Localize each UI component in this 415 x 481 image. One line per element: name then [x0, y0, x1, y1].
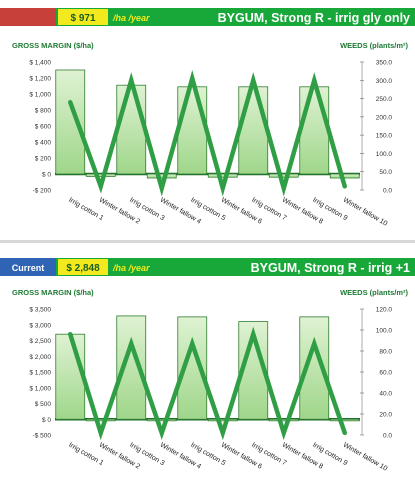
right-tick-label: 300.0 [376, 78, 393, 85]
gross-margin-bar [85, 418, 116, 422]
gross-margin-bar [116, 84, 147, 175]
gross-margin-bar [268, 418, 299, 422]
chart-svg: $ 971/ha /year BYGUM, Strong R - irrig gl… [0, 8, 415, 228]
gross-margin-bar [238, 86, 269, 175]
right-tick-label: 100.0 [376, 328, 393, 335]
right-tick-label: 0.0 [383, 433, 392, 440]
left-tick-label: $ 1,500 [29, 370, 51, 377]
right-tick-label: 350.0 [376, 60, 393, 67]
left-tick-label: $ 3,000 [29, 322, 51, 329]
right-tick-label: 150.0 [376, 133, 393, 140]
gross-margin-bar [299, 86, 330, 175]
right-tick-label: 50.0 [379, 169, 392, 176]
price-unit: /ha /year [112, 13, 150, 23]
category-label: Winter fallow 10 [342, 197, 389, 228]
left-tick-label: $ 1,000 [29, 92, 51, 99]
gross-margin-bar [146, 418, 177, 422]
left-tick-label: $ 3,500 [29, 307, 51, 314]
gross-margin-bar [177, 86, 208, 175]
gross-margin-bar [329, 418, 360, 422]
scenario-badge-label: Current [12, 263, 45, 273]
chart-title: BYGUM, Strong R - irrig gly only [218, 11, 410, 25]
scenario-badge [0, 258, 56, 276]
left-tick-label: $ 2,000 [29, 354, 51, 361]
scenario-badge [0, 8, 56, 26]
right-tick-label: 40.0 [379, 391, 392, 398]
right-tick-label: 0.0 [383, 188, 392, 195]
category-label: Winter fallow 10 [342, 442, 389, 473]
gross-margin-bar [55, 69, 86, 175]
left-tick-label: $ 500 [35, 401, 52, 408]
right-tick-label: 20.0 [379, 412, 392, 419]
price-box [58, 9, 108, 25]
left-tick-label: $ 0 [42, 172, 51, 179]
weeds-line [68, 326, 347, 441]
right-tick-label: 100.0 [376, 151, 393, 158]
chart-panel-gly-only: $ 971/ha /year BYGUM, Strong R - irrig gl… [0, 0, 415, 236]
right-axis-label: WEEDS (plants/m²) [340, 288, 408, 297]
left-tick-label: $ 1,000 [29, 385, 51, 392]
right-tick-label: 120.0 [376, 307, 393, 314]
left-tick-label: $ 200 [35, 156, 52, 163]
left-tick-label: -$ 200 [33, 188, 52, 195]
gross-margin-bar [329, 173, 360, 179]
left-tick-label: $ 600 [35, 124, 52, 131]
chart-panel-irrig-plus-1: Current $ 2,848/ha /year BYGUM, Strong R -… [0, 250, 415, 481]
left-tick-label: $ 2,500 [29, 338, 51, 345]
left-axis-label: GROSS MARGIN ($/ha) [12, 41, 94, 50]
panel-separator [0, 240, 415, 243]
right-tick-label: 80.0 [379, 349, 392, 356]
right-tick-label: 250.0 [376, 96, 393, 103]
price-value: $ 971 [70, 13, 95, 24]
left-tick-label: -$ 500 [33, 433, 52, 440]
left-tick-label: $ 1,200 [29, 76, 51, 83]
gross-margin-bar [85, 173, 116, 177]
gross-margin-bar [207, 418, 238, 422]
price-value: $ 2,848 [66, 263, 100, 274]
left-tick-label: $ 1,400 [29, 60, 51, 67]
left-axis-label: GROSS MARGIN ($/ha) [12, 288, 94, 297]
chart-svg: Current $ 2,848/ha /year BYGUM, Strong R -… [0, 258, 415, 473]
gross-margin-bar [207, 173, 238, 178]
left-tick-label: $ 0 [42, 417, 51, 424]
left-tick-label: $ 800 [35, 108, 52, 115]
weeds-line [68, 70, 347, 197]
gross-margin-bar [55, 333, 86, 420]
chart-title: BYGUM, Strong R - irrig +1 [251, 261, 410, 275]
gross-margin-bar [146, 173, 177, 179]
price-unit: /ha /year [112, 263, 150, 273]
right-tick-label: 200.0 [376, 114, 393, 121]
right-axis-label: WEEDS (plants/m²) [340, 41, 408, 50]
gross-margin-bar [268, 173, 299, 178]
left-tick-label: $ 400 [35, 140, 52, 147]
right-tick-label: 60.0 [379, 370, 392, 377]
price-box [58, 259, 108, 275]
